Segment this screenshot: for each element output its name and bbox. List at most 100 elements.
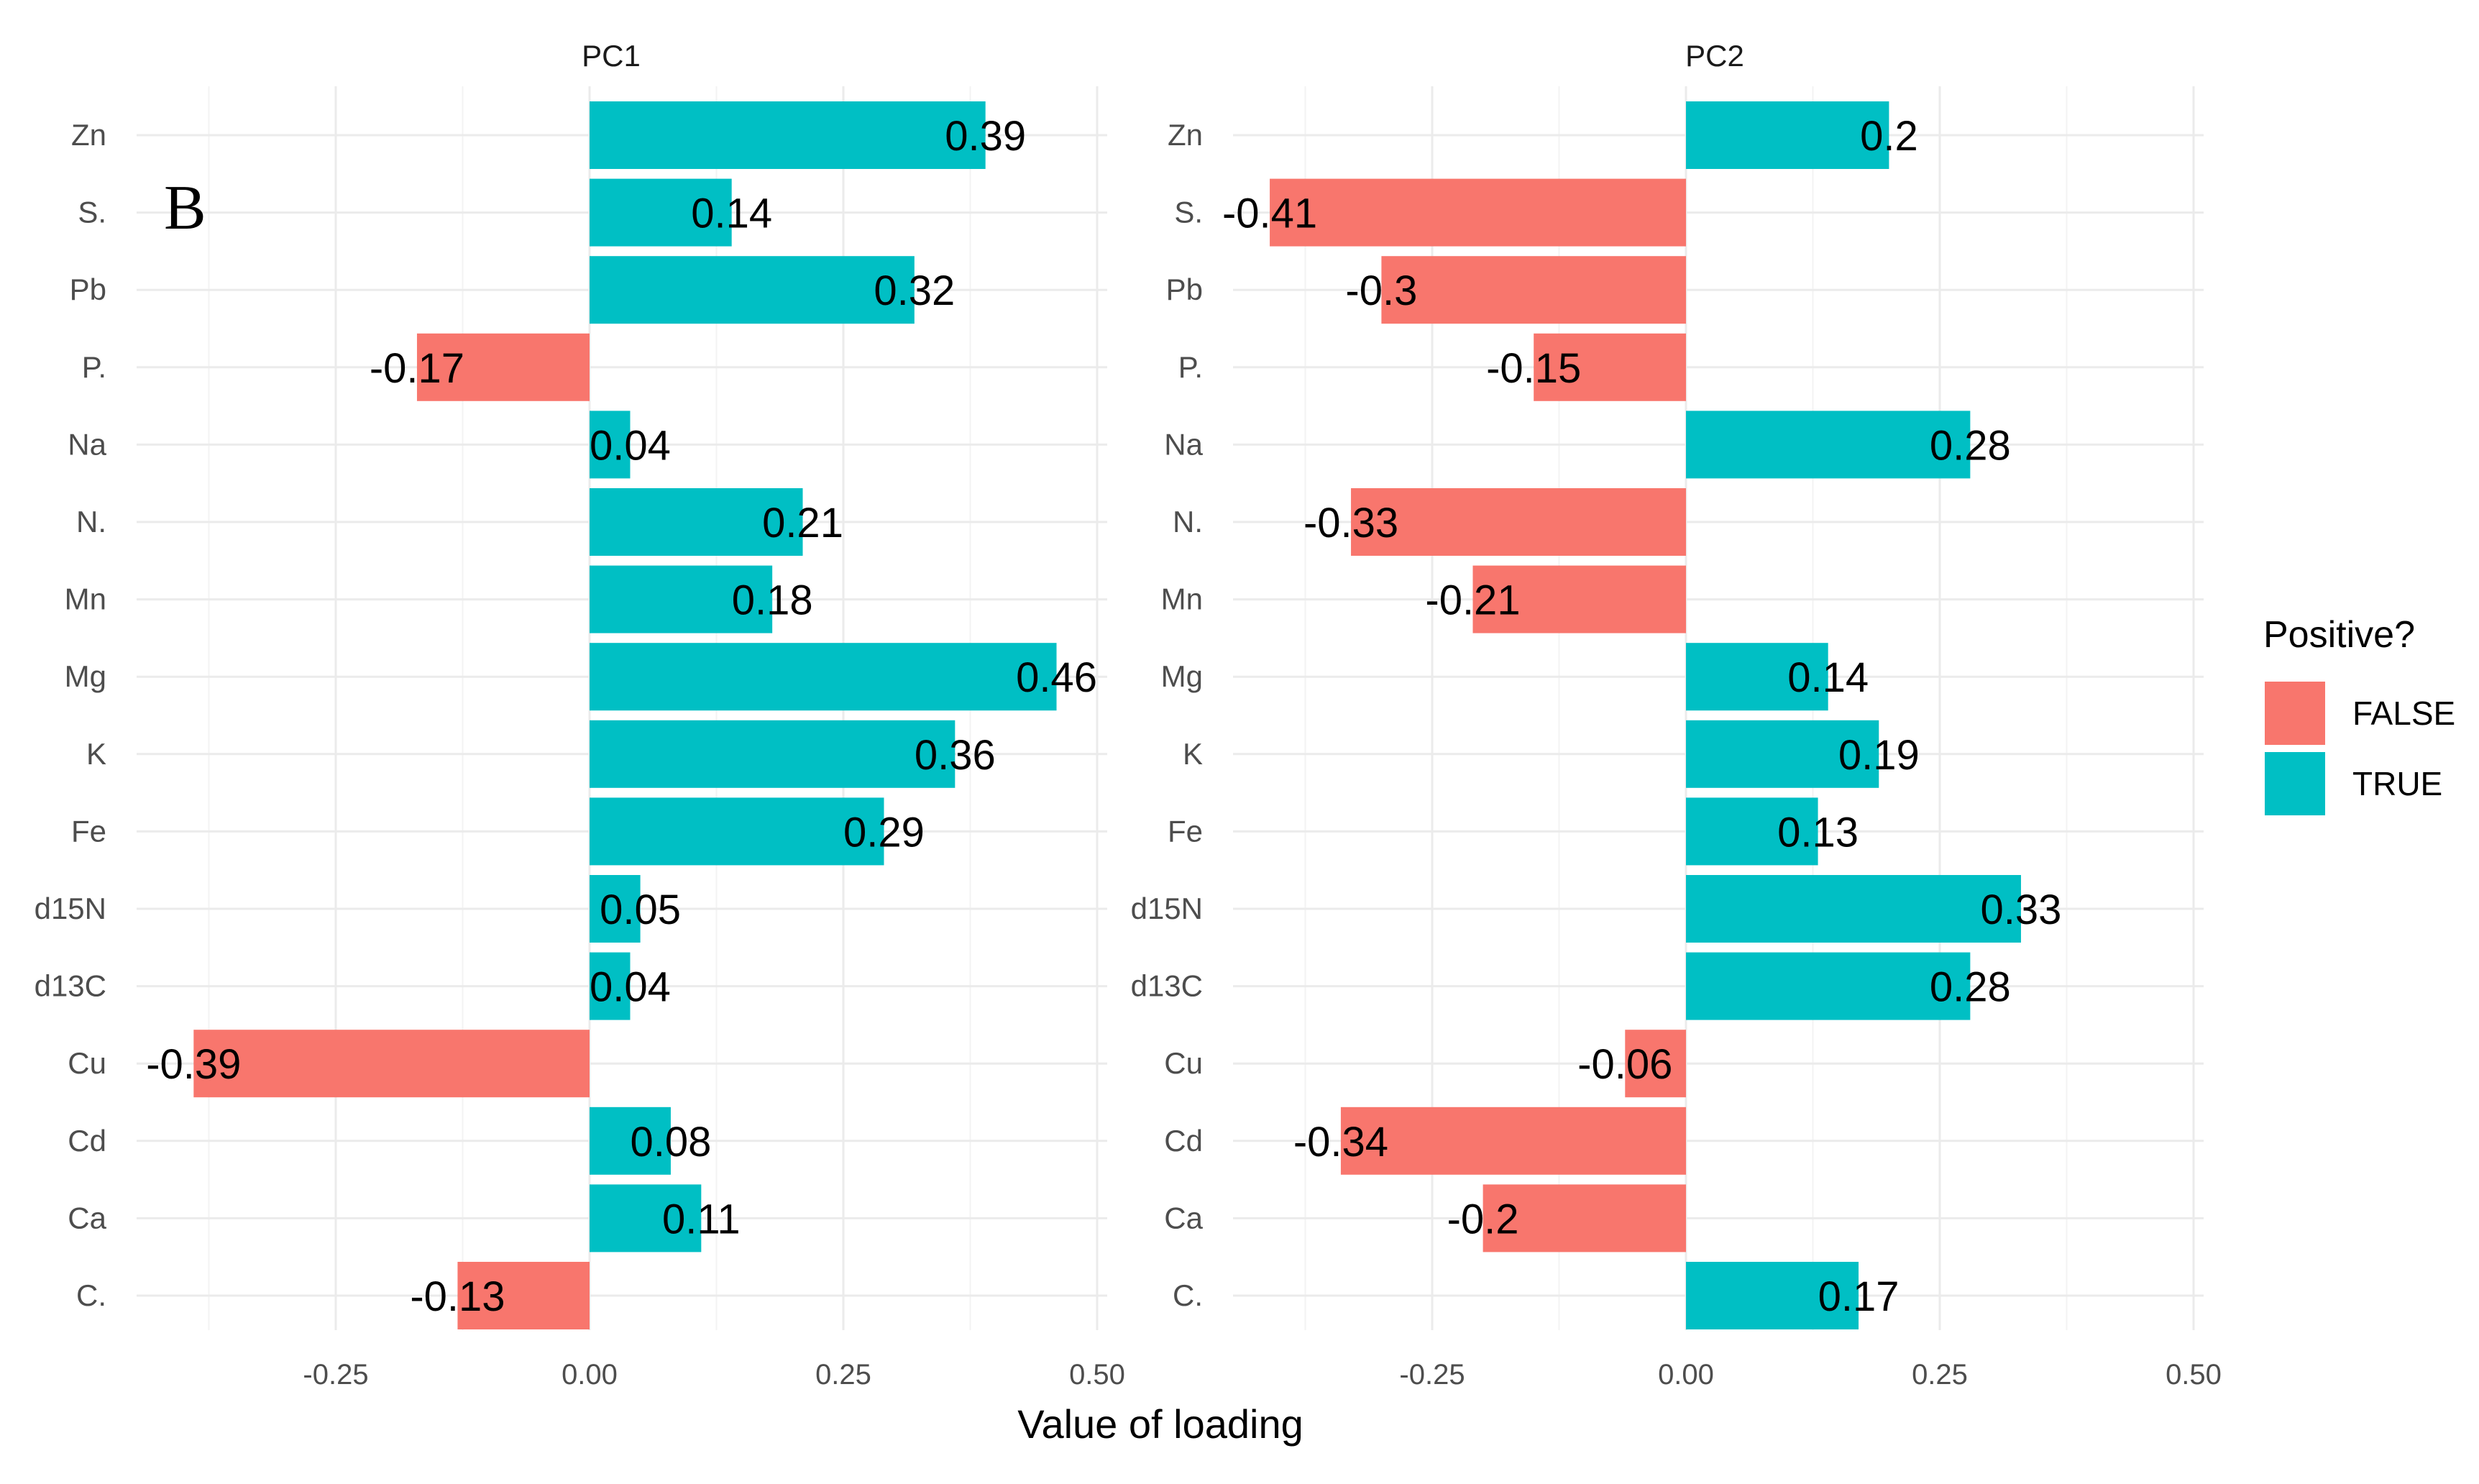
bar-na	[590, 411, 631, 479]
value-label: 0.08	[631, 1119, 712, 1165]
category-label: Ca	[1164, 1201, 1203, 1235]
category-label: d15N	[35, 892, 106, 925]
legend-label-false: FALSE	[2352, 695, 2455, 732]
category-label: Mg	[1161, 659, 1203, 693]
legend-title: Positive?	[2263, 614, 2415, 656]
category-label: Cd	[1164, 1124, 1203, 1158]
bars	[193, 101, 1057, 1329]
value-label: 0.36	[915, 732, 996, 779]
value-labels: 0.2 -0.41 -0.3 -0.15 0.28 -0.33 -0.21 0.14 0.19 0…	[1222, 113, 2061, 1320]
x-tick-label: 0.50	[2166, 1359, 2222, 1391]
value-label: 0.11	[662, 1196, 741, 1242]
bars	[1270, 101, 2021, 1329]
value-label: 0.2	[1860, 113, 1918, 160]
bar-ca	[1483, 1184, 1686, 1252]
category-label: Pb	[70, 272, 106, 306]
bar-cd	[590, 1107, 671, 1175]
category-label: K	[1183, 737, 1203, 771]
category-label: Cu	[1164, 1046, 1203, 1080]
bar-pb	[1381, 256, 1686, 324]
value-label: 0.05	[600, 887, 681, 933]
bar-cu	[193, 1030, 590, 1098]
x-axis-title: Value of loading	[1017, 1401, 1303, 1447]
value-label: -0.34	[1293, 1119, 1388, 1165]
category-label: Na	[68, 427, 106, 461]
category-label: Mg	[65, 659, 106, 693]
category-label: Zn	[71, 118, 106, 152]
bar-s	[1270, 178, 1686, 247]
category-label: P.	[82, 350, 106, 384]
x-axis-ticks: -0.25 0.00 0.25 0.50	[303, 1359, 1125, 1391]
category-label: Fe	[71, 814, 106, 848]
x-tick-label: -0.25	[303, 1359, 368, 1391]
category-label: N.	[1173, 505, 1203, 539]
value-label: 0.17	[1818, 1273, 1900, 1320]
category-label: d15N	[1131, 892, 1203, 925]
x-tick-label: 0.25	[1912, 1359, 1968, 1391]
value-label: 0.18	[732, 577, 813, 624]
category-label: P.	[1178, 350, 1203, 384]
bar-n	[590, 488, 803, 556]
category-label: Cu	[68, 1046, 106, 1080]
value-label: 0.28	[1930, 964, 2011, 1011]
value-label: -0.17	[370, 345, 464, 392]
bar-mg	[590, 643, 1057, 711]
value-label: -0.15	[1486, 345, 1581, 392]
value-label: 0.28	[1930, 422, 2011, 469]
x-tick-label: 0.00	[562, 1359, 618, 1391]
value-label: -0.3	[1345, 267, 1417, 314]
category-label: S.	[78, 196, 106, 229]
bar-zn	[590, 101, 986, 169]
panel-tag: B	[164, 173, 206, 243]
bar-fe	[590, 797, 884, 866]
value-label: -0.13	[410, 1273, 505, 1320]
x-axis-ticks: -0.25 0.00 0.25 0.50	[1399, 1359, 2222, 1391]
category-label: Mn	[1161, 582, 1203, 616]
bar-ca	[590, 1184, 702, 1252]
category-label: Zn	[1168, 118, 1203, 152]
category-label: Pb	[1166, 272, 1203, 306]
value-label: 0.04	[590, 964, 671, 1011]
value-label: -0.33	[1303, 500, 1398, 546]
y-axis-labels: Zn S. Pb P. Na N. Mn Mg K Fe d15N d13C Cu Cd Ca C.	[1131, 118, 1204, 1312]
category-label: N.	[76, 505, 106, 539]
legend-label-true: TRUE	[2352, 765, 2442, 802]
category-label: S.	[1174, 196, 1203, 229]
value-label: 0.33	[1981, 887, 2062, 933]
value-label: 0.21	[762, 500, 843, 546]
value-label: -0.39	[146, 1041, 241, 1088]
value-label: 0.04	[590, 422, 671, 469]
value-label: -0.06	[1577, 1041, 1672, 1088]
x-tick-label: 0.50	[1069, 1359, 1125, 1391]
bar-c	[457, 1262, 590, 1329]
category-label: d13C	[35, 969, 106, 1003]
bar-n	[1351, 488, 1686, 556]
category-label: Cd	[68, 1124, 106, 1158]
bar-k	[1686, 720, 1879, 788]
bar-mn	[1472, 565, 1686, 633]
bar-c	[1686, 1262, 1859, 1329]
bar-k	[590, 720, 956, 788]
value-label: 0.13	[1777, 809, 1859, 856]
facet-title: PC1	[582, 39, 641, 73]
bar-zn	[1686, 101, 1889, 169]
category-label: d13C	[1131, 969, 1203, 1003]
value-label: -0.21	[1425, 577, 1520, 624]
bar-mn	[590, 565, 773, 633]
value-label: -0.41	[1222, 191, 1317, 237]
category-label: K	[86, 737, 106, 771]
value-labels: 0.39 0.14 0.32 -0.17 0.04 0.21 0.18 0.46 0.36 0.2…	[146, 113, 1097, 1320]
legend-swatch-true	[2265, 752, 2325, 815]
facet-pc1: PC1 Zn S. Pb P. Na N. Mn Mg K Fe d15N d13C Cu Cd Ca C. 0.…	[35, 39, 1125, 1391]
category-label: Fe	[1168, 814, 1203, 848]
value-label: 0.46	[1016, 654, 1097, 701]
x-tick-label: 0.00	[1658, 1359, 1714, 1391]
bar-fe	[1686, 797, 1818, 866]
category-label: Na	[1164, 427, 1203, 461]
value-label: 0.14	[1787, 654, 1869, 701]
value-label: 0.39	[945, 113, 1026, 160]
bar-d13c	[1686, 952, 1971, 1020]
x-tick-label: 0.25	[815, 1359, 871, 1391]
bar-d15n	[590, 875, 641, 943]
